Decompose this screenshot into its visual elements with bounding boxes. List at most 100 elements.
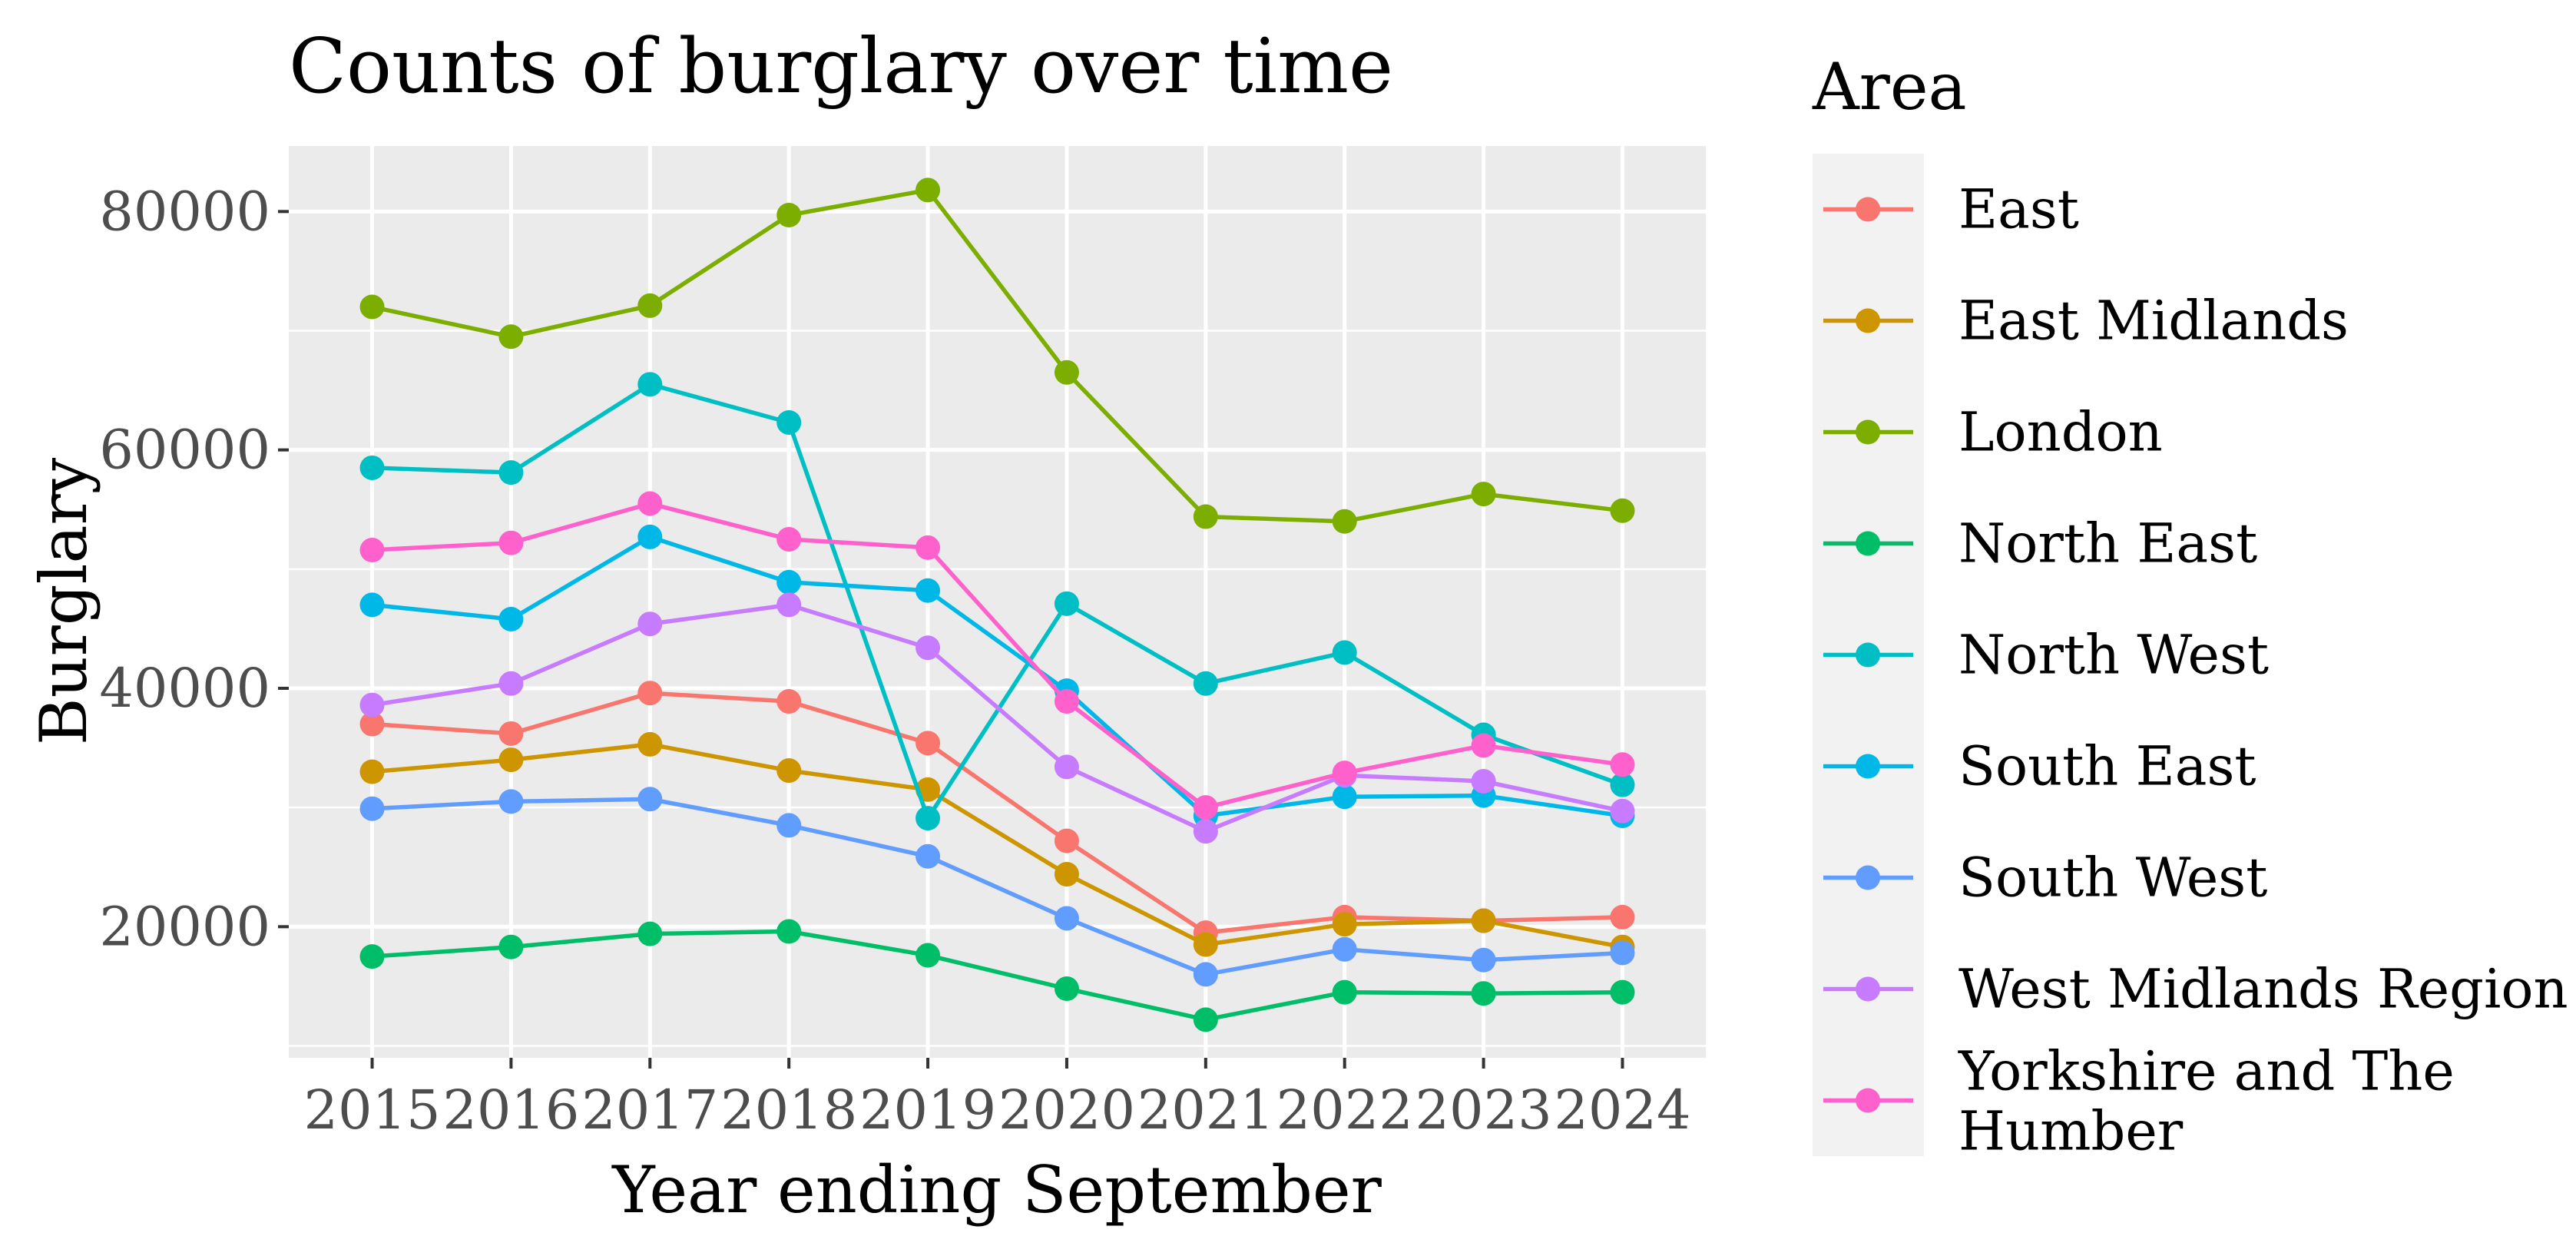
legend-label-london: London [1958,401,2163,464]
y-axis-title: Burglary [26,457,101,745]
data-point-north-west [916,806,941,831]
data-point-yorkshire-and-the-humber [916,535,941,560]
data-point-east-midlands [1193,932,1218,957]
legend-label-west-midlands-region: West Midlands Region [1958,958,2568,1021]
data-point-west-midlands-region [359,692,385,717]
data-point-east [498,721,524,746]
data-point-east [637,681,663,706]
x-tick-label: 2021 [1137,1079,1274,1142]
data-point-north-west [359,455,385,480]
data-point-east [776,689,802,714]
series-line-west-midlands-region [372,602,1624,833]
data-point-east [916,731,941,756]
data-point-south-west [1193,962,1218,987]
data-point-west-midlands-region [916,635,941,661]
data-point-london [359,294,385,320]
x-tick-label: 2017 [581,1079,718,1142]
x-axis-title: Year ending September [611,1152,1382,1228]
data-point-yorkshire-and-the-humber [359,538,385,563]
data-point-south-west [1610,940,1635,966]
data-point-north-west [498,460,524,485]
legend-key-point-north-west [1856,642,1880,668]
data-point-london [1610,498,1635,523]
data-point-north-east [916,943,941,968]
data-point-north-west [1054,591,1079,616]
plot-panel [289,146,1706,1058]
data-point-east [359,711,385,737]
data-point-london [637,293,663,318]
data-point-yorkshire-and-the-humber [1054,689,1079,714]
data-point-yorkshire-and-the-humber [776,527,802,552]
data-point-south-west [1471,947,1496,973]
data-point-south-east [498,606,524,631]
data-point-london [776,202,802,227]
data-point-south-east [637,524,663,549]
data-point-north-west [1332,640,1357,665]
data-point-south-west [498,789,524,814]
data-point-west-midlands-region [1610,798,1635,824]
legend-key-point-west-midlands-region [1856,976,1880,1002]
data-point-north-west [1610,772,1635,797]
data-point-yorkshire-and-the-humber [1471,733,1496,758]
data-point-east [1610,904,1635,930]
data-point-north-east [637,921,663,946]
axis-ticks: 20000 40000 60000 80000 2015 2016 2017 2018 2019… [99,180,1690,1142]
legend-label-east: East [1958,178,2079,241]
data-point-north-east [1054,976,1079,1002]
legend-key-point-london [1856,419,1880,445]
x-tick-label: 2022 [1276,1079,1413,1142]
data-point-north-east [1332,979,1357,1005]
data-point-north-east [1471,981,1496,1006]
data-point-yorkshire-and-the-humber [498,530,524,555]
data-point-south-west [916,843,941,869]
data-point-london [498,324,524,350]
data-point-south-east [776,569,802,595]
data-point-west-midlands-region [1054,754,1079,780]
data-point-east-midlands [776,758,802,784]
series-line-north-west [372,382,1624,820]
legend-label-north-east: North East [1958,512,2257,575]
data-point-north-east [498,934,524,959]
data-point-london [1054,360,1079,385]
series-line-east [372,691,1623,935]
data-point-south-west [1332,936,1357,962]
data-point-yorkshire-and-the-humber [637,491,663,516]
x-tick-label: 2019 [859,1079,996,1142]
legend-label-east-midlands: East Midlands [1958,290,2349,353]
data-point-yorkshire-and-the-humber [1332,761,1357,786]
x-tick-label: 2018 [720,1079,857,1142]
data-point-east-midlands [1054,862,1079,887]
x-tick-label: 2024 [1554,1079,1690,1142]
data-point-south-west [637,787,663,812]
series-line-yorkshire-and-the-humber [372,501,1623,810]
legend: East East Midlands London North East North W… [1823,178,2568,1163]
data-point-east-midlands [498,747,524,773]
series-line-south-west [372,797,1623,977]
data-point-west-midlands-region [776,592,802,618]
legend-label-north-west: North West [1958,624,2269,687]
y-tick-label: 40000 [99,657,270,720]
legend-key-point-south-west [1856,865,1880,890]
data-point-south-west [1054,906,1079,931]
x-tick-label: 2023 [1415,1079,1552,1142]
series-line-london [371,187,1623,524]
data-point-north-east [1610,979,1635,1005]
chart-title: Counts of burglary over time [289,23,1393,111]
data-point-south-west [776,813,802,838]
series-lines [359,177,1635,1032]
y-tick-label: 20000 [99,895,270,958]
data-point-north-west [776,409,802,435]
data-point-west-midlands-region [637,611,663,637]
data-point-london [1332,509,1357,534]
data-point-north-west [637,372,663,397]
data-point-south-west [359,796,385,821]
data-point-west-midlands-region [1471,769,1496,794]
data-point-east-midlands [359,759,385,784]
series-line-east-midlands [372,742,1624,949]
data-point-yorkshire-and-the-humber [1193,795,1218,820]
x-tick-label: 2020 [998,1079,1135,1142]
y-tick-label: 60000 [99,419,270,482]
x-tick-label: 2016 [442,1079,579,1142]
data-point-west-midlands-region [498,671,524,696]
